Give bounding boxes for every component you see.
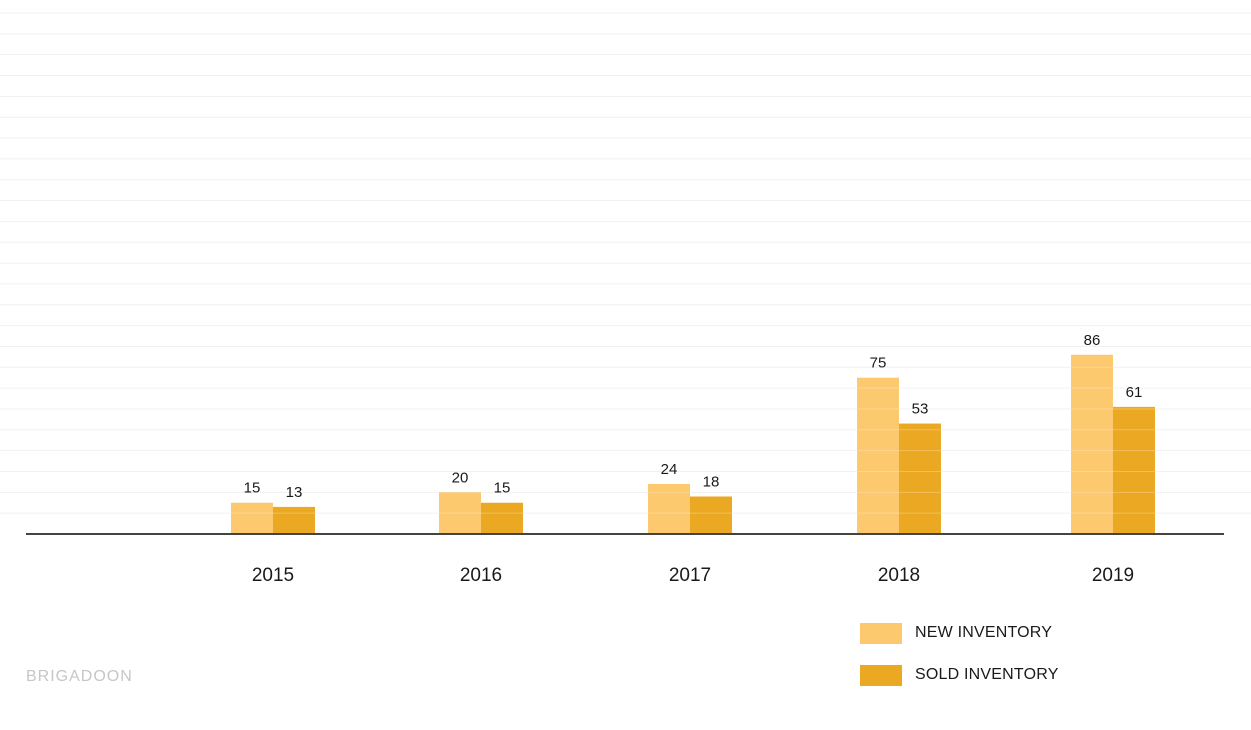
bar-new-2016 (439, 492, 481, 534)
category-label-2018: 2018 (878, 565, 920, 586)
value-label: 13 (286, 484, 303, 501)
bar-sold-2016 (481, 502, 523, 534)
brand-watermark: BRIGADOON (26, 668, 133, 685)
value-label: 15 (494, 480, 511, 497)
bar-new-2018 (857, 377, 899, 534)
value-labels: 15 13 20 15 24 18 75 53 86 61 (244, 332, 1143, 501)
category-labels: 2015 2016 2017 2018 2019 (252, 565, 1134, 586)
category-label-2016: 2016 (460, 565, 502, 586)
value-label: 53 (912, 401, 929, 418)
legend-label-sold: SOLD INVENTORY (915, 666, 1059, 683)
bar-new-2017 (648, 483, 690, 534)
legend-swatch-sold (860, 664, 902, 686)
bar-new-2015 (231, 502, 273, 534)
bar-sold-2018 (899, 423, 941, 534)
bar-sold-2017 (690, 496, 732, 534)
bars (231, 354, 1155, 534)
legend-item-sold-inventory: SOLD INVENTORY (860, 664, 1059, 686)
category-label-2017: 2017 (669, 565, 711, 586)
value-label: 86 (1084, 332, 1101, 349)
value-label: 20 (452, 469, 469, 486)
gridlines (0, 12, 1251, 514)
bar-new-2019 (1071, 354, 1113, 534)
value-label: 15 (244, 480, 261, 497)
legend-label-new: NEW INVENTORY (915, 624, 1053, 641)
value-label: 18 (703, 473, 720, 490)
category-label-2015: 2015 (252, 565, 294, 586)
value-label: 61 (1126, 384, 1143, 401)
legend-swatch-new (860, 622, 902, 644)
bar-sold-2015 (273, 506, 315, 534)
category-label-2019: 2019 (1092, 565, 1134, 586)
value-label: 24 (661, 461, 678, 478)
legend-item-new-inventory: NEW INVENTORY (860, 622, 1052, 644)
value-label: 75 (870, 355, 887, 372)
bar-sold-2019 (1113, 406, 1155, 534)
